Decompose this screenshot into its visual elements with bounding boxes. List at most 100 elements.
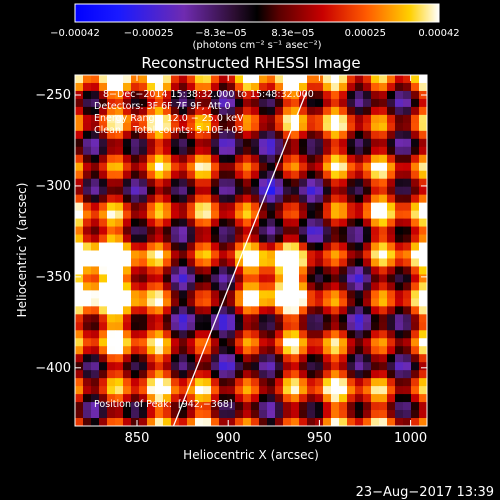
colorbar-tick-label: 8.3e−05	[271, 28, 314, 39]
heatmap-cell	[291, 186, 300, 196]
heatmap-cell	[163, 378, 172, 387]
heatmap-cell	[411, 210, 420, 219]
heatmap-cell	[243, 386, 252, 395]
heatmap-cell	[347, 90, 356, 100]
heatmap-cell	[291, 170, 300, 180]
heatmap-cell	[403, 258, 412, 267]
heatmap-cell	[347, 106, 356, 116]
heatmap-cell	[411, 250, 420, 259]
heatmap-cell	[115, 178, 124, 188]
heatmap-cell	[363, 114, 372, 124]
heatmap-cell	[99, 338, 108, 347]
heatmap-cell	[243, 82, 252, 92]
heatmap-cell	[299, 274, 308, 283]
heatmap-cell	[371, 274, 380, 283]
heatmap-cell	[331, 202, 340, 212]
heatmap-cell	[219, 306, 228, 315]
heatmap-cell	[355, 250, 364, 259]
heatmap-cell	[171, 250, 180, 259]
heatmap-cell	[203, 234, 212, 243]
heatmap-cell	[91, 90, 100, 100]
heatmap-cell	[91, 98, 100, 108]
heatmap-cell	[323, 282, 332, 291]
y-axis-label: Heliocentric Y (arcsec)	[15, 183, 29, 318]
heatmap-cell	[315, 378, 324, 387]
heatmap-cell	[163, 410, 172, 419]
heatmap-cell	[339, 306, 348, 315]
heatmap-cell	[283, 322, 292, 331]
heatmap-cell	[371, 410, 380, 419]
heatmap-cell	[395, 330, 404, 339]
heatmap-cell	[419, 306, 427, 315]
heatmap-cell	[147, 410, 156, 419]
heatmap-cell	[419, 290, 427, 299]
heatmap-cell	[163, 75, 172, 84]
heatmap-cell	[315, 202, 324, 212]
heatmap-cell	[315, 242, 324, 251]
heatmap-cell	[163, 154, 172, 164]
heatmap-cell	[179, 402, 188, 411]
heatmap-cell	[227, 194, 236, 204]
heatmap-cell	[251, 386, 260, 395]
heatmap-cell	[179, 122, 188, 132]
heatmap-cell	[99, 106, 108, 116]
heatmap-cell	[371, 122, 380, 132]
heatmap-cell	[219, 418, 228, 426]
heatmap-cell	[379, 274, 388, 283]
heatmap-cell	[403, 242, 412, 251]
heatmap-cell	[387, 314, 396, 323]
heatmap-cell	[371, 210, 380, 219]
heatmap-cell	[251, 218, 260, 227]
heatmap-cell	[219, 274, 228, 283]
heatmap-cell	[115, 266, 124, 275]
heatmap-cell	[411, 346, 420, 355]
heatmap-cell	[139, 258, 148, 267]
heatmap-cell	[315, 274, 324, 283]
heatmap-cell	[379, 306, 388, 315]
heatmap-cell	[195, 162, 204, 172]
heatmap-cell	[163, 258, 172, 267]
heatmap-cell	[259, 394, 268, 403]
heatmap-cell	[163, 370, 172, 379]
heatmap-cell	[243, 226, 252, 235]
heatmap-cell	[363, 266, 372, 275]
heatmap-cell	[115, 258, 124, 267]
heatmap-cell	[363, 290, 372, 299]
heatmap-cell	[195, 234, 204, 243]
heatmap-cell	[219, 378, 228, 387]
heatmap-cell	[107, 346, 116, 355]
heatmap-cell	[99, 298, 108, 307]
heatmap-cell	[139, 122, 148, 132]
heatmap-cell	[419, 98, 427, 108]
heatmap-cell	[139, 90, 148, 100]
heatmap-cell	[259, 218, 268, 227]
heatmap-cell	[379, 162, 388, 172]
heatmap-cell	[171, 274, 180, 283]
heatmap-cell	[315, 290, 324, 299]
heatmap-cell	[171, 386, 180, 395]
heatmap-cell	[219, 138, 228, 148]
heatmap-cell	[107, 234, 116, 243]
heatmap-cell	[387, 370, 396, 379]
heatmap-cell	[131, 330, 140, 339]
heatmap-cell	[83, 114, 92, 124]
heatmap-cell	[155, 186, 164, 196]
heatmap-cell	[155, 402, 164, 411]
heatmap-cell	[315, 218, 324, 227]
heatmap-cell	[363, 354, 372, 363]
heatmap-cell	[355, 178, 364, 188]
heatmap-cell	[187, 218, 196, 227]
heatmap-cell	[275, 75, 284, 84]
heatmap-cell	[379, 90, 388, 100]
heatmap-cell	[323, 234, 332, 243]
heatmap-cell	[331, 258, 340, 267]
heatmap-cell	[259, 298, 268, 307]
heatmap-cell	[259, 90, 268, 100]
heatmap-cell	[315, 106, 324, 116]
heatmap-cell	[347, 234, 356, 243]
y-tick-label: −250	[35, 88, 71, 103]
heatmap-cell	[419, 346, 427, 355]
heatmap-cell	[251, 154, 260, 164]
heatmap-cell	[403, 362, 412, 371]
heatmap-cell	[411, 266, 420, 275]
